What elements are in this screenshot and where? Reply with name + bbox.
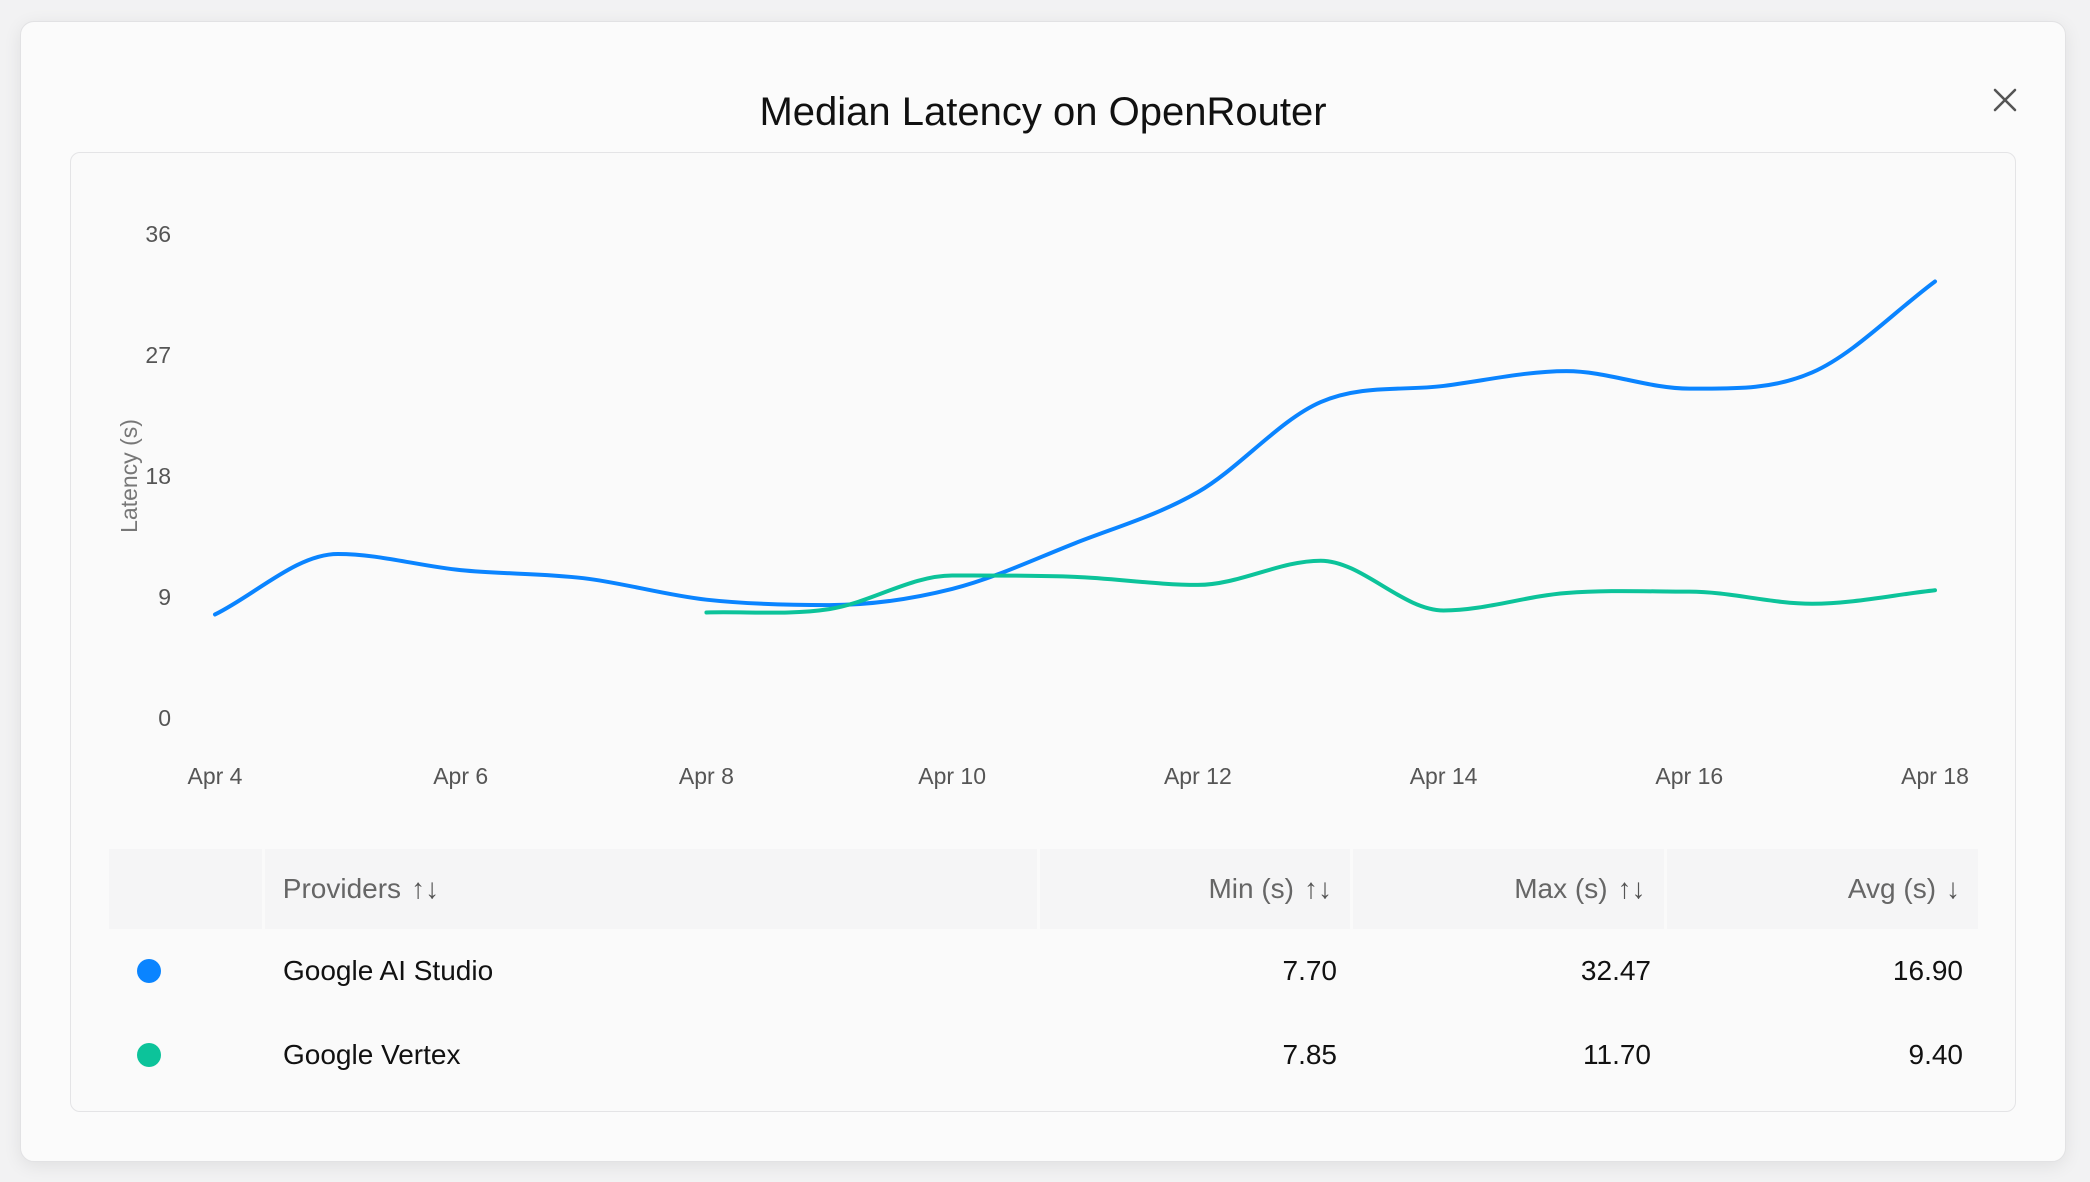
x-tick-label: Apr 18	[1901, 763, 1969, 789]
series-color-dot	[137, 1043, 161, 1067]
series-line-google-ai-studio	[213, 279, 1937, 617]
min-value: 7.85	[1282, 1039, 1338, 1070]
y-tick-label: 9	[158, 584, 171, 610]
y-tick-label: 0	[158, 705, 171, 731]
x-tick-label: Apr 4	[188, 763, 243, 789]
table-row[interactable]: Google Vertex 7.85 11.70 9.40	[109, 1013, 1981, 1097]
latency-chart: 0 9 18 27 36 Apr 4 Apr 6 Apr 8 Apr 10 Apr 12 Apr 1…	[116, 221, 1969, 789]
x-tick-label: Apr 8	[679, 763, 734, 789]
y-axis-label: Latency (s)	[116, 419, 142, 533]
avg-value: 16.90	[1892, 955, 1963, 986]
x-tick-label: Apr 14	[1410, 763, 1478, 789]
series-color-cell	[109, 959, 265, 983]
color-column-header	[109, 849, 262, 929]
sort-icon[interactable]: ↑↓	[1304, 873, 1332, 904]
providers-header[interactable]: Providers ↑↓	[264, 849, 1038, 929]
x-tick-label: Apr 12	[1164, 763, 1232, 789]
table-header: Providers ↑↓ Min (s) ↑↓ Max (s) ↑↓ Avg (s) ↓	[109, 849, 1981, 929]
providers-table: Providers ↑↓ Min (s) ↑↓ Max (s) ↑↓ Avg (s) ↓…	[109, 849, 1981, 1097]
y-tick-label: 18	[145, 463, 171, 489]
avg-value: 9.40	[1908, 1039, 1964, 1070]
max-value: 11.70	[1583, 1039, 1651, 1070]
min-header[interactable]: Min (s) ↑↓	[1040, 849, 1350, 929]
x-tick-label: Apr 6	[433, 763, 488, 789]
x-tick-label: Apr 10	[918, 763, 986, 789]
y-tick-label: 27	[145, 342, 171, 368]
y-tick-label: 36	[145, 221, 171, 247]
close-icon[interactable]	[1987, 82, 2023, 118]
provider-name: Google Vertex	[283, 1039, 461, 1070]
series-color-dot	[137, 959, 161, 983]
chart-card: 0 9 18 27 36 Apr 4 Apr 6 Apr 8 Apr 10 Apr 12 Apr 1…	[70, 152, 2016, 1112]
table-row[interactable]: Google AI Studio 7.70 32.47 16.90	[109, 929, 1981, 1013]
sort-icon[interactable]: ↑↓	[411, 873, 440, 904]
series-line-google-vertex	[704, 558, 1937, 615]
x-tick-label: Apr 16	[1655, 763, 1723, 789]
avg-header[interactable]: Avg (s) ↓	[1666, 849, 1979, 929]
sort-down-icon[interactable]: ↓	[1946, 873, 1961, 904]
latency-dialog: Median Latency on OpenRouter 0 9 18 27 36 Apr…	[20, 21, 2066, 1162]
max-value: 32.47	[1580, 955, 1651, 986]
series-color-cell	[109, 1043, 265, 1067]
provider-name: Google AI Studio	[283, 955, 494, 986]
sort-icon[interactable]: ↑↓	[1617, 873, 1646, 904]
dialog-title: Median Latency on OpenRouter	[759, 90, 1327, 134]
max-header[interactable]: Max (s) ↑↓	[1353, 849, 1664, 929]
min-value: 7.70	[1282, 955, 1338, 986]
